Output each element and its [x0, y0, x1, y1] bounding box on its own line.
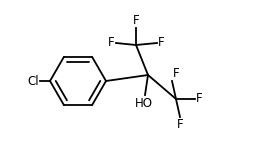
Text: F: F: [133, 14, 139, 27]
Text: F: F: [158, 37, 164, 50]
Text: F: F: [177, 118, 183, 131]
Text: F: F: [173, 67, 180, 80]
Text: F: F: [108, 37, 115, 50]
Text: Cl: Cl: [27, 75, 39, 88]
Text: F: F: [196, 93, 203, 106]
Text: HO: HO: [135, 97, 153, 110]
